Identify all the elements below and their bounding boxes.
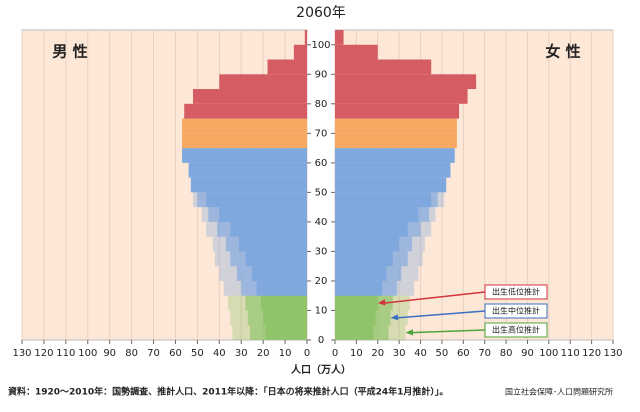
arrow-head bbox=[405, 329, 414, 336]
logo-text: 国立社会保障･人口問題研究所 bbox=[505, 387, 613, 397]
x-tick-label: 0 bbox=[332, 348, 338, 359]
x-tick-label: 120 bbox=[34, 348, 53, 359]
y-tick-label: 70 bbox=[315, 128, 328, 139]
bar bbox=[335, 177, 447, 193]
bar bbox=[267, 59, 307, 75]
x-tick-label: 110 bbox=[561, 348, 580, 359]
x-tick-label: 130 bbox=[12, 348, 31, 359]
bar bbox=[182, 118, 307, 134]
bar bbox=[335, 89, 468, 104]
annotation-label: 出生低位推計 bbox=[492, 287, 540, 297]
bar bbox=[184, 103, 307, 119]
bar bbox=[219, 207, 307, 222]
x-tick-label: 70 bbox=[147, 348, 160, 359]
bar bbox=[190, 177, 307, 193]
bar bbox=[335, 148, 455, 163]
bar bbox=[335, 74, 477, 90]
bar bbox=[335, 192, 432, 208]
bar bbox=[206, 192, 307, 208]
bar bbox=[230, 221, 307, 237]
bar bbox=[182, 148, 307, 163]
annotation-arrow bbox=[383, 291, 486, 304]
x-tick-label: 90 bbox=[521, 348, 534, 359]
bar bbox=[245, 251, 307, 267]
x-axis-label: 人口（万人） bbox=[291, 363, 351, 376]
bar bbox=[335, 44, 378, 60]
x-tick-label: 130 bbox=[603, 348, 622, 359]
bar bbox=[335, 133, 457, 149]
x-tick-label: 40 bbox=[414, 348, 427, 359]
bar bbox=[335, 207, 419, 222]
x-tick-label: 50 bbox=[191, 348, 204, 359]
bar bbox=[335, 251, 393, 267]
bar bbox=[335, 266, 387, 281]
x-tick-label: 80 bbox=[500, 348, 513, 359]
panel-label: 男 性 bbox=[52, 43, 87, 61]
x-tick-label: 10 bbox=[279, 348, 292, 359]
bar bbox=[335, 162, 451, 178]
arrow-head bbox=[390, 314, 399, 321]
annotation-arrow bbox=[411, 329, 486, 334]
bar bbox=[335, 236, 400, 252]
bar bbox=[335, 295, 378, 311]
x-tick-label: 100 bbox=[539, 348, 558, 359]
bar bbox=[304, 30, 307, 45]
bar bbox=[293, 44, 307, 60]
y-tick-label: 40 bbox=[315, 217, 328, 228]
bar bbox=[335, 280, 383, 296]
x-tick-label: 10 bbox=[350, 348, 363, 359]
bar bbox=[193, 89, 307, 104]
x-tick-label: 0 bbox=[304, 348, 310, 359]
y-tick-label: 90 bbox=[315, 69, 328, 80]
bar bbox=[335, 118, 457, 134]
x-tick-label: 30 bbox=[393, 348, 406, 359]
chart-title: 2060年 bbox=[296, 5, 346, 21]
bar bbox=[335, 30, 344, 45]
panel-label: 女 性 bbox=[545, 43, 580, 61]
x-tick-label: 60 bbox=[169, 348, 182, 359]
y-tick-label: 10 bbox=[315, 305, 328, 316]
y-tick-label: 20 bbox=[315, 276, 328, 287]
y-tick-label: 60 bbox=[315, 158, 328, 169]
x-tick-label: 90 bbox=[103, 348, 116, 359]
bar bbox=[335, 310, 376, 326]
bar bbox=[182, 133, 307, 149]
x-tick-label: 20 bbox=[371, 348, 384, 359]
annotation-label: 出生高位推計 bbox=[492, 325, 540, 335]
bar bbox=[239, 236, 307, 252]
y-tick-label: 30 bbox=[315, 246, 328, 257]
x-tick-label: 80 bbox=[125, 348, 138, 359]
y-tick-label: 100 bbox=[311, 40, 330, 51]
x-tick-label: 40 bbox=[213, 348, 226, 359]
bar bbox=[335, 103, 460, 119]
x-tick-label: 50 bbox=[436, 348, 449, 359]
x-tick-label: 20 bbox=[257, 348, 270, 359]
y-tick-label: 0 bbox=[318, 335, 324, 346]
x-tick-label: 110 bbox=[56, 348, 75, 359]
bar bbox=[265, 325, 307, 340]
bar bbox=[188, 162, 307, 178]
bar bbox=[263, 310, 307, 326]
bar bbox=[335, 59, 432, 75]
bar bbox=[219, 74, 307, 90]
bar bbox=[335, 221, 408, 237]
x-tick-label: 60 bbox=[457, 348, 470, 359]
source-note: 資料：1920～2010年：国勢調査、推計人口、2011年以降：「日本の将来推計… bbox=[8, 386, 448, 398]
x-tick-label: 30 bbox=[235, 348, 248, 359]
x-tick-label: 120 bbox=[582, 348, 601, 359]
bar bbox=[335, 325, 374, 340]
arrow-head bbox=[377, 299, 386, 306]
y-tick-label: 50 bbox=[315, 187, 328, 198]
annotation-arrow bbox=[396, 310, 486, 319]
annotation-label: 出生中位推計 bbox=[492, 306, 540, 316]
bar bbox=[252, 266, 307, 281]
y-tick-label: 80 bbox=[315, 99, 328, 110]
bar bbox=[256, 280, 307, 296]
x-tick-label: 100 bbox=[78, 348, 97, 359]
bar bbox=[260, 295, 307, 311]
x-tick-label: 70 bbox=[478, 348, 491, 359]
